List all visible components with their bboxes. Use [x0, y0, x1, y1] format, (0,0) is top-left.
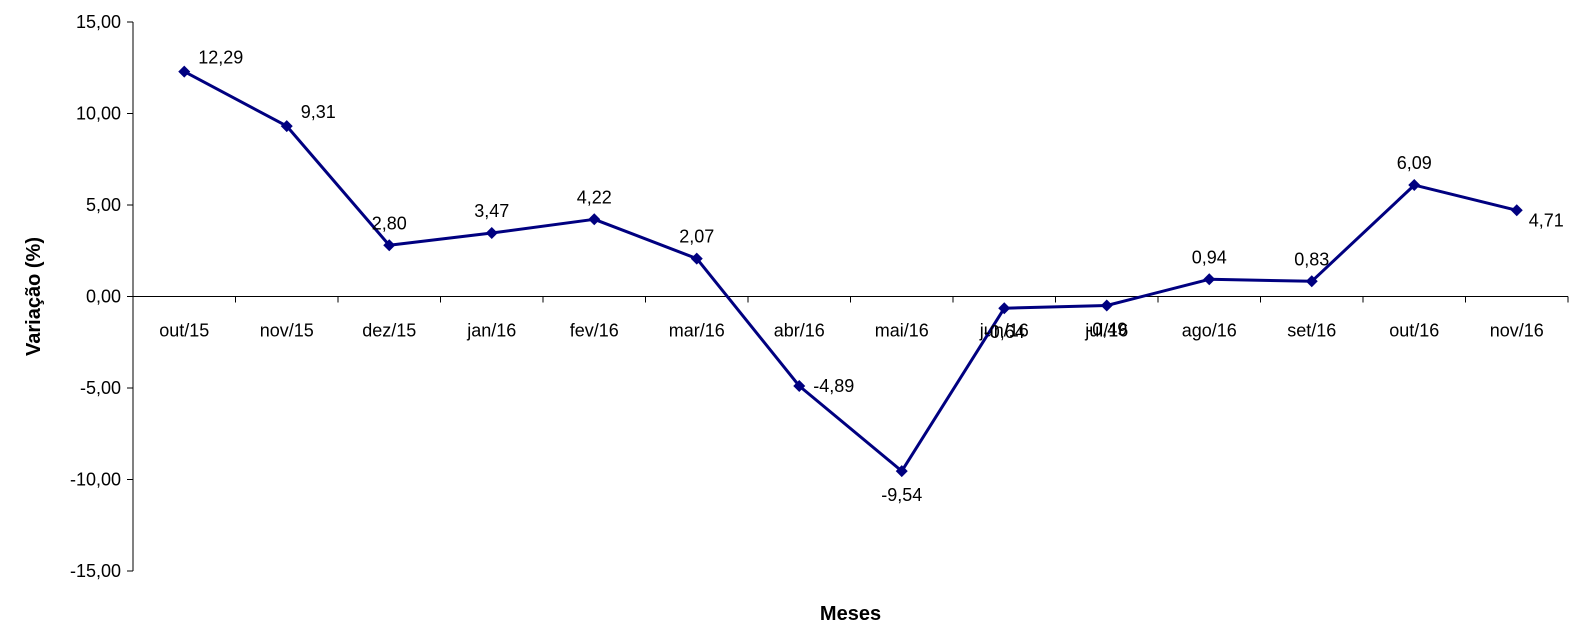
data-label: 2,07 — [679, 227, 714, 247]
series-group — [178, 65, 1523, 478]
data-point-marker — [998, 302, 1011, 315]
x-tick-label: nov/15 — [260, 321, 314, 341]
x-tick-label: fev/16 — [570, 321, 619, 341]
data-label: 0,83 — [1294, 249, 1329, 269]
y-tick-label: 0,00 — [86, 287, 121, 307]
data-point-marker — [485, 226, 498, 239]
data-label: -0,49 — [1086, 319, 1127, 339]
data-label: 12,29 — [198, 48, 243, 68]
x-tick-label: jun/16 — [979, 321, 1029, 341]
data-label: 2,80 — [372, 213, 407, 233]
y-axis: -15,00 -10,00 -5,00 0,00 5,00 10,00 15,00 — [70, 12, 134, 581]
data-label: 9,31 — [301, 102, 336, 122]
y-tick-label: 10,00 — [76, 104, 121, 124]
data-point-marker — [588, 213, 601, 226]
x-tick-label: mar/16 — [669, 321, 725, 341]
x-tick-label: mai/16 — [875, 321, 929, 341]
y-tick-label: -5,00 — [80, 378, 121, 398]
data-label: 4,71 — [1529, 210, 1564, 230]
x-tick-label: nov/16 — [1490, 321, 1544, 341]
x-tick-label: out/15 — [159, 321, 209, 341]
data-label: -4,89 — [813, 376, 854, 396]
data-point-marker — [1408, 179, 1421, 192]
data-point-marker — [1203, 273, 1216, 286]
data-point-marker — [383, 239, 396, 252]
x-tick-label: out/16 — [1389, 321, 1439, 341]
y-tick-label: 15,00 — [76, 12, 121, 32]
data-point-marker — [895, 465, 908, 478]
data-point-marker — [690, 252, 703, 265]
data-point-marker — [1100, 299, 1113, 312]
data-labels: 12,29 9,31 2,80 3,47 4,22 2,07 -4,89 -9,54 -0,64… — [198, 48, 1564, 505]
y-tick-label: -10,00 — [70, 470, 121, 490]
data-label: 6,09 — [1397, 153, 1432, 173]
x-tick-label: abr/16 — [774, 321, 825, 341]
data-point-marker — [1305, 275, 1318, 288]
x-tick-label: dez/15 — [362, 321, 416, 341]
series-line — [183, 70, 1518, 473]
data-label: -0,64 — [984, 322, 1025, 342]
y-axis-title: Variação (%) — [23, 237, 45, 356]
y-tick-label: -15,00 — [70, 561, 121, 581]
x-axis-title: Meses — [820, 603, 881, 625]
x-axis: out/15 nov/15 dez/15 jan/16 fev/16 mar/16 abr/… — [132, 296, 1569, 341]
data-point-marker — [178, 65, 191, 78]
data-point-marker — [1510, 204, 1523, 217]
data-point-marker — [793, 379, 806, 392]
data-label: 4,22 — [577, 187, 612, 207]
x-tick-label: set/16 — [1287, 321, 1336, 341]
y-tick-label: 5,00 — [86, 195, 121, 215]
data-label: 0,94 — [1192, 247, 1227, 267]
data-label: 3,47 — [474, 201, 509, 221]
x-tick-label: ago/16 — [1182, 321, 1237, 341]
data-point-marker — [280, 120, 293, 133]
x-tick-label: jan/16 — [466, 321, 516, 341]
data-label: -9,54 — [881, 485, 922, 505]
x-tick-label: jul/16 — [1084, 321, 1128, 341]
